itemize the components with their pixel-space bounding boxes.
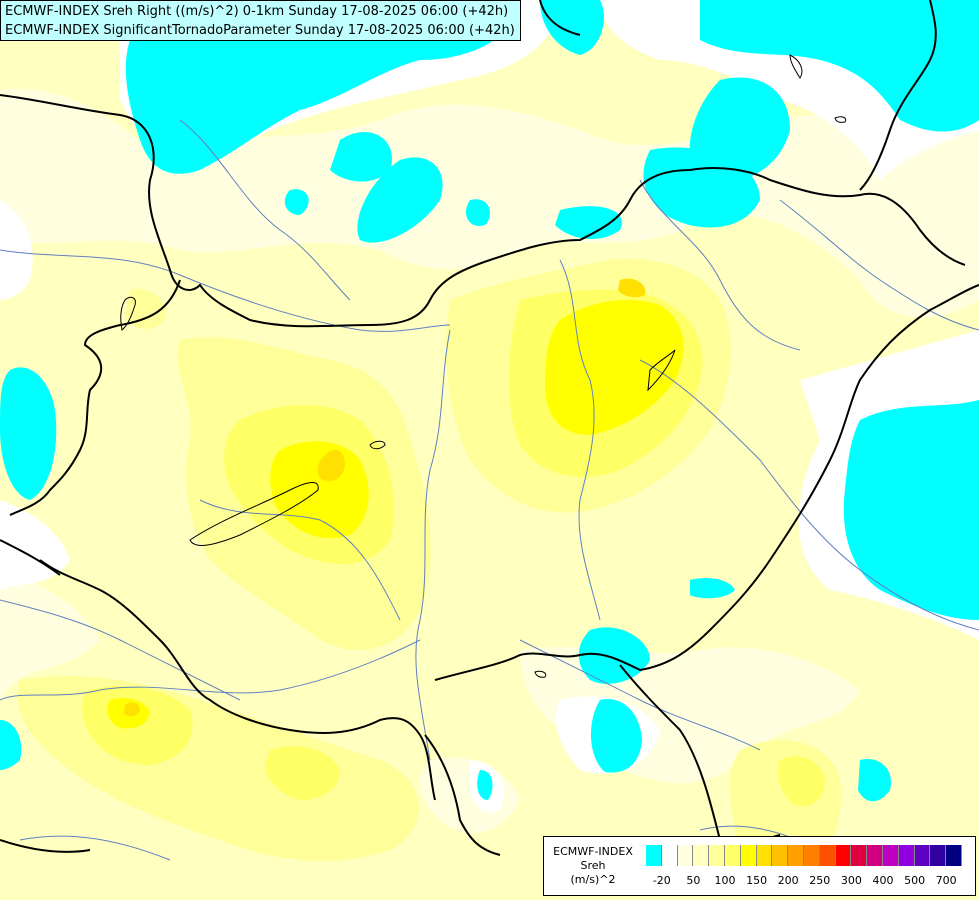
- legend-unit: (m/s)^2: [570, 873, 616, 886]
- lake-small-5: [834, 116, 847, 123]
- legend-swatch: [930, 845, 947, 866]
- lake-small-2: [647, 349, 676, 392]
- legend-swatch: [772, 845, 789, 866]
- legend-swatch: [740, 845, 757, 866]
- legend-tick-label: -20: [652, 874, 671, 887]
- legend-tick-label: 150: [746, 874, 768, 887]
- legend-swatch: [851, 845, 868, 866]
- legend-swatch: [788, 845, 804, 866]
- legend-param: Sreh: [580, 859, 606, 872]
- legend-ticks: -20 50 100 150 200 250 300 400 500 700: [646, 874, 968, 890]
- legend-tick-label: 100: [714, 874, 736, 887]
- legend-tick-label: 300: [840, 874, 862, 887]
- lake-balaton: [189, 482, 319, 546]
- legend-swatches: [646, 845, 962, 866]
- legend-swatch: [756, 845, 773, 866]
- legend-swatch: [882, 845, 899, 866]
- legend-title: ECMWF-INDEX: [553, 845, 633, 858]
- map-title-line-1: ECMWF-INDEX Sreh Right ((m/s)^2) 0-1km S…: [5, 4, 509, 19]
- legend-swatch: [724, 845, 741, 866]
- legend-swatch: [693, 845, 710, 866]
- legend-swatch: [803, 845, 820, 866]
- legend-swatch: [914, 845, 931, 866]
- legend-swatch: [835, 845, 852, 866]
- lake-small-3: [789, 54, 803, 79]
- legend-swatch: [867, 845, 883, 866]
- lake-small-1: [369, 440, 386, 450]
- lake-small-6: [534, 670, 547, 678]
- cyan-areas: [0, 0, 979, 802]
- legend-swatch: [946, 845, 962, 866]
- lake-small-4: [120, 296, 136, 331]
- map-title-line-2: ECMWF-INDEX SignificantTornadoParameter …: [5, 23, 515, 38]
- legend-swatch: [898, 845, 915, 866]
- yellow-level-4: [124, 278, 646, 717]
- legend-tick-label: 500: [904, 874, 926, 887]
- legend-swatch: [661, 845, 678, 866]
- color-legend: ECMWF-INDEX Sreh (m/s)^2 -20 50 100 150 200 2…: [543, 836, 976, 896]
- legend-swatch: [646, 845, 662, 866]
- legend-tick-label: 250: [809, 874, 831, 887]
- legend-swatch: [819, 845, 836, 866]
- legend-labels: ECMWF-INDEX Sreh (m/s)^2: [544, 845, 642, 887]
- legend-tick-label: 400: [872, 874, 894, 887]
- legend-swatch: [677, 845, 694, 866]
- legend-swatch: [709, 845, 725, 866]
- lakes: [120, 54, 847, 678]
- legend-tick-label: 200: [777, 874, 799, 887]
- legend-tick-label: 50: [686, 874, 701, 887]
- map-title-box: ECMWF-INDEX Sreh Right ((m/s)^2) 0-1km S…: [0, 0, 521, 41]
- legend-tick-label: 700: [935, 874, 957, 887]
